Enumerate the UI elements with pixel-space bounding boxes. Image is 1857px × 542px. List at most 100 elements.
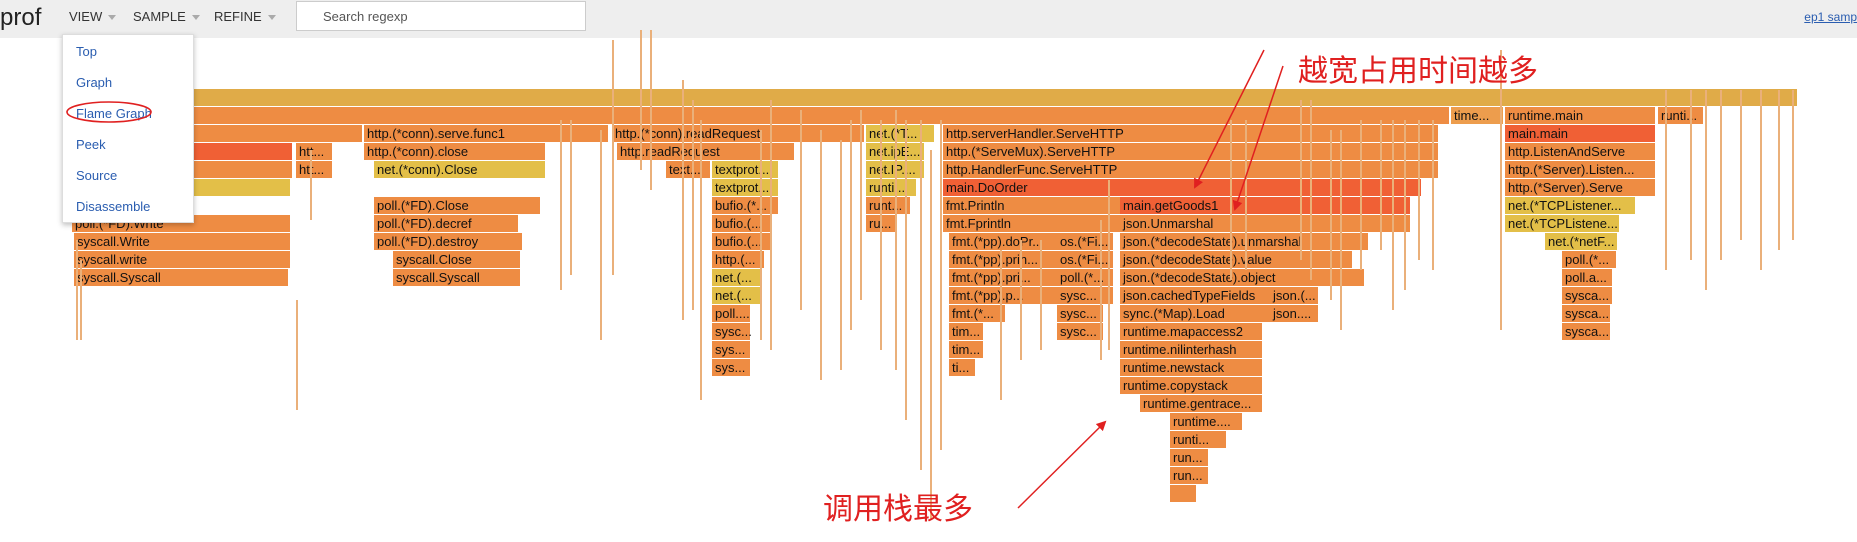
flame-frame-bar[interactable] bbox=[617, 143, 794, 160]
menu-item-graph[interactable]: Graph bbox=[76, 75, 113, 90]
flame-frame-bar[interactable] bbox=[1562, 323, 1610, 340]
search-input[interactable] bbox=[296, 1, 586, 31]
flame-frame-bar[interactable] bbox=[949, 233, 1057, 250]
flame-frame-bar[interactable] bbox=[949, 323, 983, 340]
flame-frame-bar[interactable] bbox=[949, 251, 1057, 268]
flame-frame-bar[interactable] bbox=[72, 107, 1449, 124]
flame-sliver bbox=[1418, 120, 1420, 260]
flame-frame-label: main.main bbox=[1508, 126, 1568, 141]
flame-frame-bar[interactable] bbox=[712, 323, 750, 340]
flame-frame-bar[interactable] bbox=[1120, 287, 1272, 304]
flame-frame-bar[interactable] bbox=[1562, 305, 1610, 322]
flame-frame-bar[interactable] bbox=[949, 341, 983, 358]
flame-frame-label: json.(... bbox=[1272, 288, 1316, 303]
flame-frame-bar[interactable] bbox=[393, 251, 520, 268]
flame-frame-bar[interactable] bbox=[1057, 269, 1113, 286]
menu-item-source[interactable]: Source bbox=[76, 168, 118, 183]
flame-frame-label: net.(*netF... bbox=[1548, 234, 1614, 249]
flame-frame-bar[interactable] bbox=[393, 269, 520, 286]
flame-frame-bar[interactable] bbox=[1562, 287, 1612, 304]
view-menu-button[interactable]: VIEW bbox=[69, 0, 117, 38]
flame-frame-bar[interactable] bbox=[1120, 323, 1262, 340]
flame-frame-bar[interactable] bbox=[943, 125, 1438, 142]
flame-frame-bar[interactable] bbox=[1170, 431, 1226, 448]
flame-frame-bar[interactable] bbox=[1505, 197, 1635, 214]
flame-frame-bar[interactable] bbox=[1057, 251, 1113, 268]
flame-frame-bar[interactable] bbox=[364, 143, 545, 160]
flame-frame-bar[interactable] bbox=[1505, 125, 1655, 142]
flame-frame-bar[interactable] bbox=[1505, 215, 1619, 232]
flame-frame-bar[interactable] bbox=[1120, 359, 1262, 376]
flame-frame-bar[interactable] bbox=[1057, 287, 1113, 304]
flame-frame-label: ti... bbox=[952, 360, 969, 375]
flame-frame-bar[interactable] bbox=[1270, 305, 1318, 322]
flame-frame-bar[interactable] bbox=[712, 287, 760, 304]
flame-frame-bar[interactable] bbox=[1562, 269, 1612, 286]
flame-frame-bar[interactable] bbox=[1057, 233, 1113, 250]
flame-frame-bar[interactable] bbox=[1057, 305, 1103, 322]
flame-frame-bar[interactable] bbox=[74, 269, 288, 286]
refine-menu-button[interactable]: REFINE bbox=[214, 0, 276, 38]
flame-frame-bar[interactable] bbox=[866, 179, 916, 196]
flame-frame-bar[interactable] bbox=[712, 251, 764, 268]
flame-frame-bar[interactable] bbox=[1140, 395, 1262, 412]
menu-item-flame-graph[interactable]: Flame Graph bbox=[76, 106, 152, 121]
flame-frame-bar[interactable] bbox=[712, 269, 760, 286]
sample-menu-button[interactable]: SAMPLE bbox=[133, 0, 200, 38]
flame-frame-bar[interactable] bbox=[1057, 323, 1103, 340]
flame-frame-bar[interactable] bbox=[1505, 161, 1655, 178]
flame-frame-bar[interactable] bbox=[74, 233, 290, 250]
flame-frame-bar[interactable] bbox=[296, 161, 332, 178]
flame-frame-bar[interactable] bbox=[1505, 143, 1655, 160]
flame-frame-bar[interactable] bbox=[1120, 377, 1262, 394]
flame-frame-bar[interactable] bbox=[1170, 467, 1208, 484]
flame-frame-bar[interactable] bbox=[943, 215, 1122, 232]
flame-frame-bar[interactable] bbox=[1120, 215, 1410, 232]
flame-frame-bar[interactable] bbox=[666, 161, 710, 178]
flame-frame-bar[interactable] bbox=[374, 161, 545, 178]
flame-frame-bar[interactable] bbox=[943, 197, 1122, 214]
flame-frame-bar[interactable] bbox=[866, 197, 910, 214]
flame-frame-bar[interactable] bbox=[712, 233, 770, 250]
flame-frame-bar[interactable] bbox=[1120, 269, 1364, 286]
flame-frame-bar[interactable] bbox=[1170, 485, 1196, 502]
flame-frame-bar[interactable] bbox=[374, 215, 518, 232]
flame-frame-bar[interactable] bbox=[72, 89, 1797, 106]
flame-frame-bar[interactable] bbox=[1562, 251, 1616, 268]
flame-sliver bbox=[850, 120, 852, 330]
flame-frame-bar[interactable] bbox=[943, 143, 1438, 160]
menu-item-top[interactable]: Top bbox=[76, 44, 97, 59]
flame-frame-bar[interactable] bbox=[374, 233, 522, 250]
flame-frame-bar[interactable] bbox=[949, 305, 1005, 322]
flame-frame-bar[interactable] bbox=[1451, 107, 1503, 124]
flame-frame-bar[interactable] bbox=[712, 305, 750, 322]
flame-frame-bar[interactable] bbox=[1545, 233, 1617, 250]
flame-frame-label: sys... bbox=[715, 360, 745, 375]
menu-item-peek[interactable]: Peek bbox=[76, 137, 106, 152]
flame-frame-bar[interactable] bbox=[1120, 341, 1262, 358]
flame-frame-bar[interactable] bbox=[949, 287, 1057, 304]
flame-frame-bar[interactable] bbox=[1120, 251, 1352, 268]
flame-frame-bar[interactable] bbox=[712, 215, 770, 232]
flame-frame-bar[interactable] bbox=[74, 251, 290, 268]
flame-frame-bar[interactable] bbox=[1120, 197, 1410, 214]
flame-frame-bar[interactable] bbox=[1120, 305, 1272, 322]
flame-frame-bar[interactable] bbox=[1170, 449, 1208, 466]
flame-frame-bar[interactable] bbox=[1170, 413, 1242, 430]
flame-frame-bar[interactable] bbox=[1120, 233, 1368, 250]
flame-frame-bar[interactable] bbox=[943, 161, 1438, 178]
flame-frame-bar[interactable] bbox=[949, 359, 975, 376]
flame-frame-bar[interactable] bbox=[712, 359, 750, 376]
flame-frame-bar[interactable] bbox=[364, 125, 608, 142]
menu-item-disassemble[interactable]: Disassemble bbox=[76, 199, 151, 214]
profile-link[interactable]: ep1 samp bbox=[1804, 10, 1857, 24]
flame-frame-bar[interactable] bbox=[866, 125, 934, 142]
flame-frame-bar[interactable] bbox=[949, 269, 1057, 286]
flame-frame-label: sysc... bbox=[715, 324, 752, 339]
flame-frame-bar[interactable] bbox=[374, 197, 540, 214]
flame-frame-bar[interactable] bbox=[1505, 107, 1655, 124]
flame-frame-bar[interactable] bbox=[1270, 287, 1318, 304]
flame-frame-bar[interactable] bbox=[296, 143, 332, 160]
flame-frame-bar[interactable] bbox=[712, 341, 750, 358]
flame-frame-bar[interactable] bbox=[1505, 179, 1655, 196]
